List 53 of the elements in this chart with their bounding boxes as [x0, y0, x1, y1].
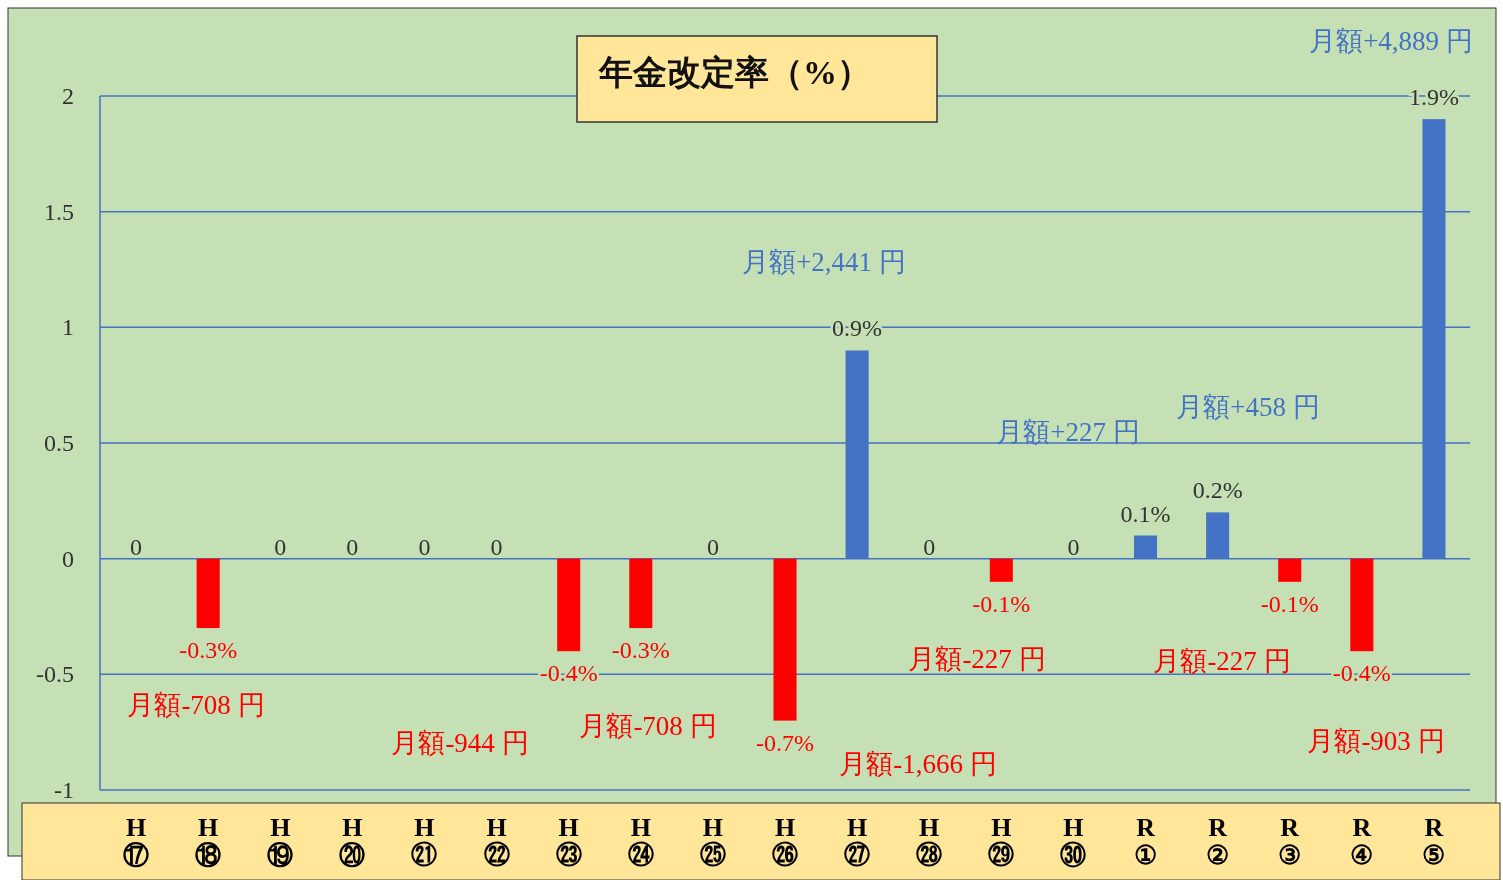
data-label: 0: [274, 533, 287, 560]
data-label: 0: [130, 533, 143, 560]
x-tick-label: H ⑲: [267, 813, 294, 870]
x-tick-label: R ①: [1134, 813, 1158, 870]
data-label: 0: [490, 533, 503, 560]
data-label: -0.1%: [972, 590, 1031, 617]
x-tick-label: H ㉗: [844, 813, 871, 870]
data-label: 0.1%: [1120, 500, 1171, 527]
x-tick-label: H ㉘: [916, 813, 943, 870]
data-label: 0: [923, 533, 936, 560]
data-label: -0.3%: [179, 637, 238, 664]
annotation: 月額-1,666 円: [839, 749, 997, 779]
x-tick-label: R ③: [1278, 813, 1302, 870]
chart-title: 年金改定率（%）: [598, 54, 871, 91]
x-tick-label: H ⑳: [339, 813, 366, 870]
x-tick-label: R ②: [1206, 813, 1230, 870]
x-tick-label: H ㉙: [988, 813, 1015, 870]
annotation: 月額-708 円: [579, 711, 717, 741]
data-label: 0: [346, 533, 359, 560]
annotation: 月額+227 円: [996, 417, 1140, 447]
x-tick-label: H ㉓: [555, 813, 582, 870]
text: 月額+4,889 円: [1309, 26, 1473, 56]
x-tick-label: R ④: [1350, 813, 1374, 870]
data-label: 0: [706, 533, 719, 560]
annotation: 月額+458 円: [1176, 392, 1320, 422]
annotation: 月額-944 円: [391, 728, 529, 758]
x-tick-label: H ㉑: [411, 813, 438, 870]
data-label: 0.2%: [1192, 477, 1243, 504]
annotation: 月額-227 円: [908, 644, 1046, 674]
data-label: -0.3%: [611, 637, 670, 664]
y-tick-label: -0.5: [36, 661, 74, 688]
y-tick-label: -1: [54, 777, 74, 803]
x-tick-label: H ㉔: [627, 813, 654, 870]
y-tick-label: 0: [62, 545, 74, 572]
x-tick-label: H ㉖: [772, 813, 798, 870]
data-label: -0.1%: [1260, 590, 1319, 617]
data-label: -0.7%: [756, 729, 814, 756]
y-tick-label: 2: [62, 83, 74, 109]
data-label: 0: [1067, 533, 1080, 560]
x-tick-label: H ⑱: [195, 813, 222, 870]
x-tick-label: H ㉒: [483, 813, 510, 870]
annotation: 月額-708 円: [127, 690, 265, 720]
x-tick-label: H ㉚: [1060, 813, 1087, 870]
x-tick-label: R ⑤: [1422, 813, 1446, 870]
annotation: 月額-227 円: [1153, 646, 1291, 676]
y-tick-label: 0.5: [44, 430, 74, 456]
annotation: 月額+2,441 円: [742, 247, 906, 277]
y-tick-label: 1: [62, 314, 74, 341]
x-tick-label: H ㉕: [699, 813, 726, 870]
y-tick-label: 1.5: [44, 198, 74, 225]
annotation: 月額-903 円: [1307, 726, 1445, 756]
x-tick-label: H ⑰: [123, 813, 150, 870]
data-label: 0: [418, 533, 431, 560]
